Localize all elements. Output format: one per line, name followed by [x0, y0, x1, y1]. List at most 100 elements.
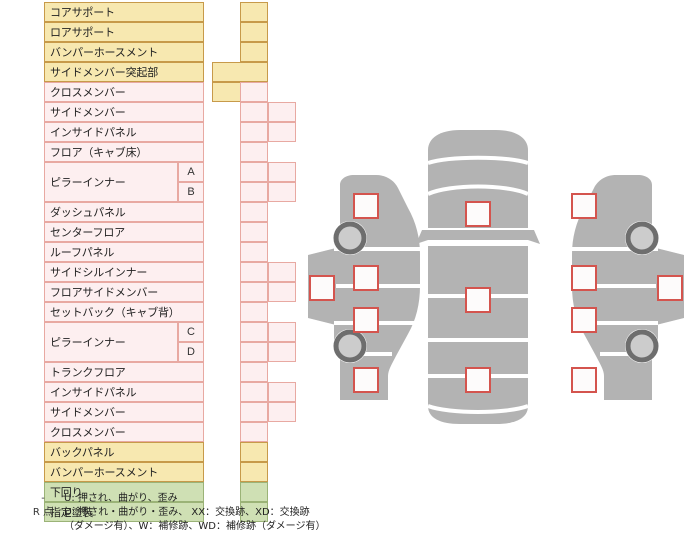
table-row: サイドメンバー — [44, 402, 296, 422]
legend-text-d: D: 押され・曲がり・歪み、 XX：交換跡、XD：交換跡 — [64, 507, 310, 518]
damage-grid-cell-group — [240, 242, 268, 262]
table-row: B — [44, 182, 296, 202]
damage-grid-cell-group — [240, 502, 268, 522]
right-rear-wheel — [625, 329, 659, 363]
part-name-cell: ルーフパネル — [44, 242, 204, 262]
legend-text-continued: （ダメージ有）、W：補修跡、WD：補修跡（ダメージ有） — [64, 521, 326, 532]
part-name-cell: サイドメンバー — [44, 402, 204, 422]
table-row: セットバック（キャブ背） — [44, 302, 268, 322]
part-sub-letter-cell: D — [178, 342, 204, 362]
damage-grid-cell — [268, 342, 296, 362]
legend-key-rpoint: R 点 — [32, 507, 54, 518]
parts-inspection-table: コアサポート ロアサポート バンパーホースメント サイドメンバー突起部 クロスメンバーサ… — [44, 2, 296, 522]
damage-grid-cell — [268, 102, 296, 122]
damage-grid-cell-group — [240, 122, 296, 142]
damage-grid-cell — [268, 162, 296, 182]
table-row: トランクフロア — [44, 362, 268, 382]
table-row: D — [44, 342, 296, 362]
part-name-cell: ピラーインナー — [44, 322, 178, 362]
table-row: フロアサイドメンバー — [44, 282, 296, 302]
vehicle-diagram — [300, 118, 692, 428]
table-row: 下回り — [44, 482, 268, 502]
marker-box — [465, 287, 491, 313]
inspection-markers — [309, 193, 683, 393]
table-row: サイドメンバー突起部 — [44, 62, 268, 102]
damage-grid-cell-group — [240, 402, 296, 422]
table-row: サイドシルインナー — [44, 262, 296, 282]
marker-box — [657, 275, 683, 301]
damage-grid-cell — [240, 122, 268, 142]
right-front-wheel — [625, 221, 659, 255]
part-name-cell: フロアサイドメンバー — [44, 282, 204, 302]
part-name-cell: インサイドパネル — [44, 382, 204, 402]
part-name-cell: ロアサポート — [44, 22, 204, 42]
legend-key-dash: - — [41, 493, 45, 504]
damage-grid-cell-group — [240, 262, 296, 282]
damage-grid-cell — [240, 342, 268, 362]
damage-grid-cell — [268, 182, 296, 202]
damage-grid-cell — [240, 322, 268, 342]
damage-grid-cell — [212, 62, 268, 82]
part-name-cell: セットバック（キャブ背） — [44, 302, 204, 322]
legend: - U: 押され、曲がり、歪み R 点 D: 押され・曲がり・歪み、 XX：交換… — [22, 492, 422, 533]
marker-box — [353, 265, 379, 291]
damage-grid-cell-group — [240, 422, 268, 442]
part-name-cell: ピラーインナー — [44, 162, 178, 202]
damage-grid-cell — [268, 122, 296, 142]
vehicle-cabin-top — [416, 230, 540, 244]
damage-grid-cell — [240, 162, 268, 182]
damage-grid-cell-group — [240, 462, 268, 482]
part-sub-letter-cell: B — [178, 182, 204, 202]
part-name-cell: コアサポート — [44, 2, 204, 22]
part-name-cell: フロア（キャブ床） — [44, 142, 204, 162]
damage-grid-cell-group — [240, 282, 296, 302]
part-name-cell: 指定塗装 — [44, 502, 204, 522]
damage-grid-cell-group — [212, 62, 268, 102]
table-row: センターフロア — [44, 222, 268, 242]
damage-grid-cell — [240, 402, 268, 422]
table-row: サイドメンバー — [44, 102, 296, 122]
marker-box — [465, 201, 491, 227]
marker-box — [571, 265, 597, 291]
part-sub-letter-cell: A — [178, 162, 204, 182]
damage-grid-cell — [240, 262, 268, 282]
table-row: バックパネル — [44, 442, 268, 462]
damage-grid-cell — [268, 402, 296, 422]
damage-grid-cell-group — [240, 482, 268, 502]
damage-grid-cell — [240, 182, 268, 202]
marker-box — [309, 275, 335, 301]
marker-box — [571, 307, 597, 333]
table-row: クロスメンバー — [44, 422, 268, 442]
part-name-cell: クロスメンバー — [44, 422, 204, 442]
damage-grid-cell — [268, 262, 296, 282]
damage-grid-cell — [240, 382, 268, 402]
damage-grid-cell — [240, 282, 268, 302]
marker-box — [465, 367, 491, 393]
table-row: 指定塗装 — [44, 502, 268, 522]
table-row: バンパーホースメント — [44, 462, 268, 482]
damage-grid-cell-group — [240, 442, 268, 462]
damage-grid-cell-group — [240, 82, 268, 102]
part-name-cell: ダッシュパネル — [44, 202, 204, 222]
top-view — [416, 130, 540, 424]
part-name-cell: トランクフロア — [44, 362, 204, 382]
part-name-cell: サイドシルインナー — [44, 262, 204, 282]
part-name-cell: バンパーホースメント — [44, 462, 204, 482]
damage-grid-cell-group — [240, 162, 296, 182]
damage-grid-cell-group — [240, 342, 296, 362]
marker-box — [353, 307, 379, 333]
marker-box — [571, 367, 597, 393]
damage-grid-cell-group — [240, 22, 268, 42]
part-name-cell: センターフロア — [44, 222, 204, 242]
part-name-cell: サイドメンバー — [44, 102, 204, 122]
part-sub-letter-cell: C — [178, 322, 204, 342]
part-name-cell: サイドメンバー突起部 — [44, 62, 204, 82]
damage-grid-cell-group — [240, 222, 268, 242]
wheels — [333, 221, 659, 363]
table-row: ピラーインナー A — [44, 162, 296, 202]
damage-grid-cell-group — [240, 142, 268, 162]
damage-grid-cell-group — [240, 302, 268, 322]
legend-text-u: U: 押され、曲がり、歪み — [64, 493, 178, 504]
part-name-cell: インサイドパネル — [44, 122, 204, 142]
part-name-cell: バックパネル — [44, 442, 204, 462]
